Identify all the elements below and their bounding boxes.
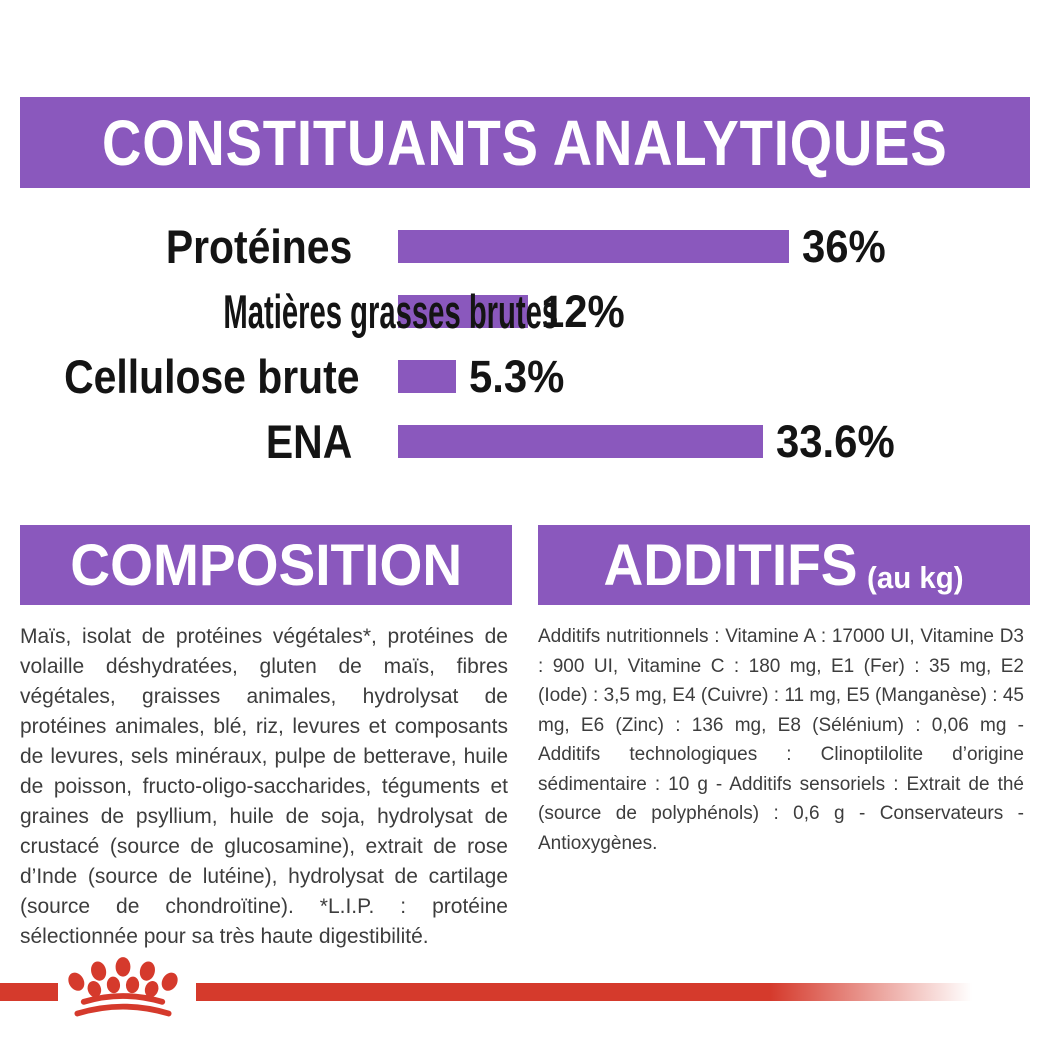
additifs-banner: ADDITIFS (au kg) — [538, 525, 1030, 605]
composition-title: COMPOSITION — [70, 532, 462, 598]
analytical-constituents-banner: CONSTITUANTS ANALYTIQUES — [20, 97, 1030, 188]
chart-bar — [398, 360, 456, 393]
chart-value-label: 36% — [802, 220, 886, 272]
red-divider-bar — [196, 983, 972, 1001]
analytical-chart: Protéines 36% Matières grasses brutes 12% Ce… — [20, 214, 1029, 474]
chart-value-label: 33.6% — [776, 415, 895, 467]
chart-bar — [398, 425, 763, 458]
chart-row: Protéines 36% — [20, 214, 1029, 279]
chart-category-label: ENA — [265, 415, 352, 468]
royal-canin-crown-icon — [68, 957, 178, 1017]
chart-bar-track: 33.6% — [398, 416, 1029, 468]
additifs-unit-label: (au kg) — [867, 559, 965, 595]
chart-category-label: Protéines — [165, 220, 352, 273]
red-divider-bar-left — [0, 983, 58, 1001]
additifs-title-group: ADDITIFS (au kg) — [604, 532, 964, 599]
chart-row: Cellulose brute 5.3% — [20, 344, 1029, 409]
chart-bar — [398, 295, 528, 328]
chart-row: ENA 33.6% — [20, 409, 1029, 474]
chart-category-label: Cellulose brute — [64, 350, 360, 403]
additifs-text: Additifs nutritionnels : Vitamine A : 17… — [538, 626, 1024, 854]
chart-value-label: 12% — [541, 285, 625, 337]
composition-text: Maïs, isolat de protéines végétales*, pr… — [20, 625, 508, 948]
composition-banner: COMPOSITION — [20, 525, 512, 605]
chart-row: Matières grasses brutes 12% — [20, 279, 1029, 344]
additifs-section: ADDITIFS (au kg) Additifs nutritionnels :… — [538, 525, 1030, 858]
chart-value-label: 5.3% — [469, 350, 565, 402]
chart-bar-track: 36% — [398, 221, 1029, 273]
chart-bar — [398, 230, 789, 263]
additifs-title: ADDITIFS — [603, 532, 859, 598]
chart-bar-track: 5.3% — [398, 351, 1029, 403]
composition-section: COMPOSITION Maïs, isolat de protéines vé… — [20, 525, 512, 952]
chart-bar-track: 12% — [398, 286, 1029, 338]
chart-category-label: Matières grasses brutes — [223, 285, 559, 338]
analytical-constituents-title: CONSTITUANTS ANALYTIQUES — [102, 106, 948, 179]
